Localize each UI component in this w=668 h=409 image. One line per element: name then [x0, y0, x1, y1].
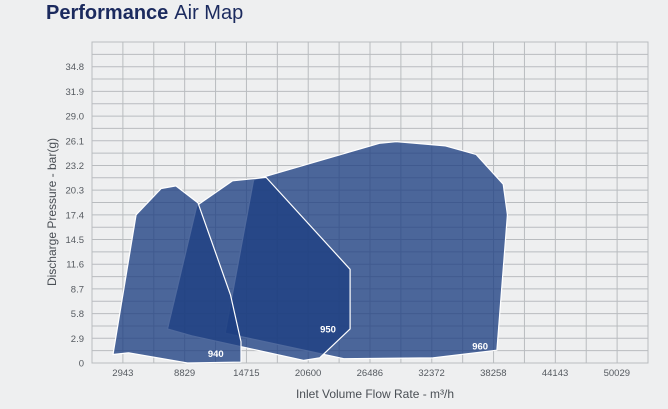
series-label-940: 940 — [208, 349, 224, 360]
x-axis-label: Inlet Volume Flow Rate - m³/h — [296, 387, 454, 401]
x-tick-label: 26486 — [357, 368, 383, 379]
y-tick-label: 17.4 — [66, 210, 85, 221]
y-tick-label: 34.8 — [66, 62, 85, 73]
series-label-950: 950 — [320, 324, 336, 335]
x-tick-label: 2943 — [112, 368, 133, 379]
series-label-960: 960 — [472, 341, 488, 352]
page-title: Performance Air Map — [46, 2, 243, 25]
x-tick-label: 32372 — [418, 368, 444, 379]
x-tick-label: 14715 — [233, 368, 259, 379]
x-tick-label: 44143 — [542, 368, 568, 379]
y-tick-label: 0 — [79, 359, 84, 370]
y-tick-label: 29.0 — [66, 112, 85, 123]
y-tick-label: 31.9 — [66, 87, 85, 98]
y-axis-label: Discharge Pressure - bar(g) — [45, 138, 59, 286]
tick-labels: 0 2.9 5.8 8.7 11.6 14.5 17.4 20.3 23.2 26.1 29.0 31… — [66, 62, 631, 379]
y-tick-label: 26.1 — [66, 136, 85, 147]
title-light: Air Map — [174, 2, 244, 24]
y-tick-label: 5.8 — [71, 309, 84, 320]
y-tick-label: 8.7 — [71, 284, 84, 295]
x-tick-label: 50029 — [604, 368, 630, 379]
x-tick-label: 8829 — [174, 368, 195, 379]
y-tick-label: 23.2 — [66, 161, 85, 172]
series-labels: 960 950 940 — [208, 324, 488, 360]
x-tick-label: 20600 — [295, 368, 321, 379]
y-tick-label: 11.6 — [66, 260, 84, 271]
title-bold: Performance — [46, 2, 169, 24]
y-tick-label: 14.5 — [66, 235, 85, 246]
area-940 — [112, 185, 242, 364]
x-tick-label: 38258 — [480, 368, 506, 379]
y-tick-label: 2.9 — [71, 334, 84, 345]
chart-areas — [112, 141, 508, 364]
y-tick-label: 20.3 — [66, 186, 85, 197]
